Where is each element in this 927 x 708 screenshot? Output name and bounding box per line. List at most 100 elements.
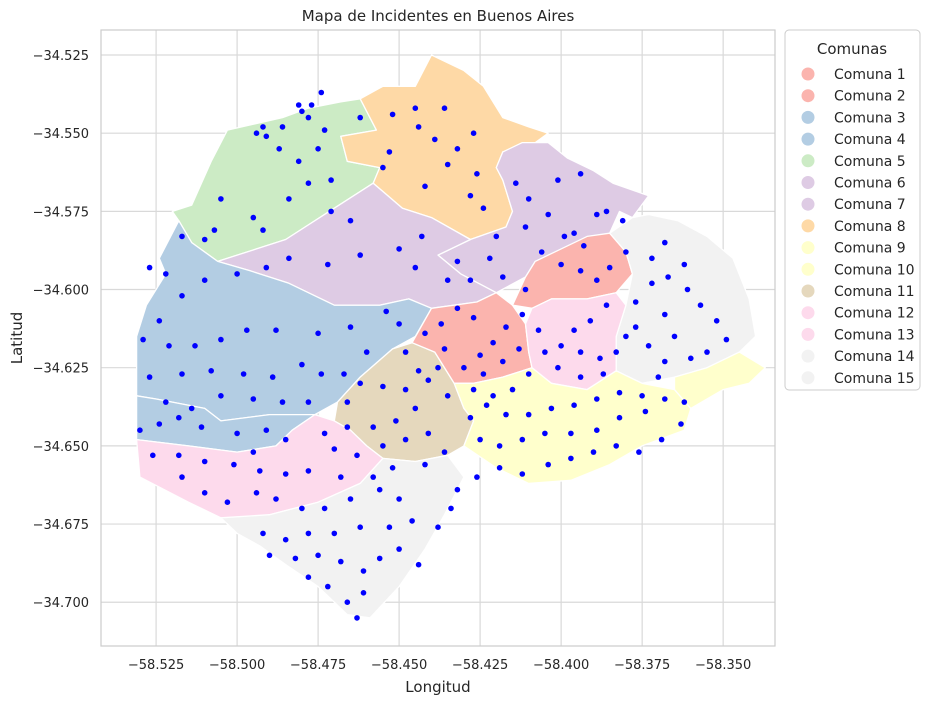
incident-point bbox=[393, 418, 399, 424]
x-tick-label: −58.375 bbox=[614, 658, 670, 673]
incident-point bbox=[623, 249, 629, 255]
incident-point bbox=[639, 393, 645, 399]
incident-point bbox=[363, 349, 370, 355]
incident-point bbox=[519, 436, 526, 443]
incident-point bbox=[448, 505, 454, 512]
incident-point bbox=[325, 583, 331, 590]
incident-point bbox=[697, 302, 704, 309]
incident-point bbox=[234, 430, 240, 437]
incident-point bbox=[470, 130, 477, 136]
legend-label: Comuna 9 bbox=[834, 241, 906, 257]
incident-point bbox=[299, 505, 305, 512]
incident-point bbox=[179, 233, 185, 240]
incident-point bbox=[444, 277, 451, 284]
incident-point bbox=[338, 474, 344, 480]
incident-point bbox=[218, 336, 224, 343]
incident-point bbox=[483, 402, 490, 409]
x-tick-label: −58.400 bbox=[533, 658, 589, 673]
incident-point bbox=[603, 208, 610, 215]
incident-point bbox=[542, 430, 548, 437]
incident-point bbox=[577, 349, 584, 355]
incident-point bbox=[344, 424, 351, 430]
y-tick-label: −34.625 bbox=[33, 362, 89, 377]
incident-point bbox=[662, 239, 668, 246]
incident-point bbox=[263, 427, 270, 434]
plot-frame bbox=[100, 29, 776, 647]
incident-point bbox=[415, 124, 422, 130]
incident-point bbox=[201, 490, 208, 496]
incident-point bbox=[496, 465, 503, 471]
incident-point bbox=[594, 427, 600, 434]
incident-point bbox=[389, 465, 396, 471]
incident-point bbox=[328, 208, 334, 215]
incident-point bbox=[208, 368, 214, 374]
incident-point bbox=[649, 280, 655, 287]
incident-point bbox=[561, 233, 568, 240]
x-tick-label: −58.350 bbox=[695, 658, 751, 673]
incident-point bbox=[415, 561, 422, 568]
incident-point bbox=[545, 461, 551, 468]
incident-point bbox=[286, 196, 292, 202]
incident-point bbox=[299, 108, 305, 115]
incident-point bbox=[474, 474, 480, 480]
incident-point bbox=[516, 346, 522, 352]
incident-point bbox=[370, 424, 377, 430]
incident-point bbox=[163, 271, 169, 277]
incident-point bbox=[179, 474, 185, 480]
incident-point bbox=[282, 536, 289, 543]
incident-point bbox=[665, 274, 671, 280]
incident-point bbox=[137, 427, 143, 434]
incident-point bbox=[402, 436, 409, 443]
incident-point bbox=[454, 305, 461, 312]
legend-label: Comuna 3 bbox=[834, 110, 906, 126]
incident-point bbox=[467, 277, 474, 284]
incident-point bbox=[454, 258, 461, 265]
incident-point bbox=[581, 243, 587, 249]
incident-point bbox=[201, 458, 208, 465]
incident-point bbox=[354, 615, 360, 621]
incident-point bbox=[315, 552, 321, 559]
incident-point bbox=[282, 471, 289, 477]
incident-point bbox=[671, 333, 678, 340]
incident-point bbox=[299, 361, 305, 368]
incident-point bbox=[525, 371, 532, 377]
incident-point bbox=[425, 430, 432, 437]
incident-point bbox=[176, 414, 182, 421]
incident-point bbox=[211, 227, 218, 233]
incident-point bbox=[315, 330, 321, 337]
incident-point bbox=[555, 177, 561, 183]
legend-marker bbox=[801, 306, 815, 320]
incident-point bbox=[357, 252, 364, 258]
incident-point bbox=[295, 158, 302, 165]
incident-point bbox=[409, 518, 415, 524]
incident-point bbox=[357, 524, 364, 530]
incident-point bbox=[140, 336, 146, 343]
incident-point bbox=[234, 271, 240, 277]
incident-point bbox=[480, 371, 487, 377]
incident-point bbox=[260, 530, 266, 537]
incident-point bbox=[645, 343, 652, 349]
incident-point bbox=[218, 196, 224, 202]
incident-point bbox=[493, 233, 500, 240]
incident-point bbox=[315, 146, 321, 152]
incident-point bbox=[632, 324, 639, 330]
incident-point bbox=[568, 430, 574, 437]
y-tick-label: −34.600 bbox=[33, 284, 89, 299]
incident-point bbox=[632, 299, 639, 305]
legend-label: Comuna 1 bbox=[834, 67, 906, 83]
legend-label: Comuna 8 bbox=[834, 219, 906, 235]
legend-label: Comuna 12 bbox=[834, 306, 915, 322]
x-tick-label: −58.425 bbox=[452, 658, 508, 673]
incident-point bbox=[276, 146, 283, 152]
region-comuna-9 bbox=[673, 351, 766, 410]
region-layer bbox=[135, 54, 766, 619]
incident-point bbox=[341, 371, 347, 377]
incident-point bbox=[474, 171, 480, 177]
incident-point bbox=[594, 211, 600, 218]
chart-title: Mapa de Incidentes en Buenos Aires bbox=[302, 7, 575, 25]
legend-marker bbox=[801, 284, 815, 298]
incident-point bbox=[432, 136, 438, 143]
incident-point bbox=[496, 443, 503, 449]
incident-point bbox=[662, 311, 668, 318]
